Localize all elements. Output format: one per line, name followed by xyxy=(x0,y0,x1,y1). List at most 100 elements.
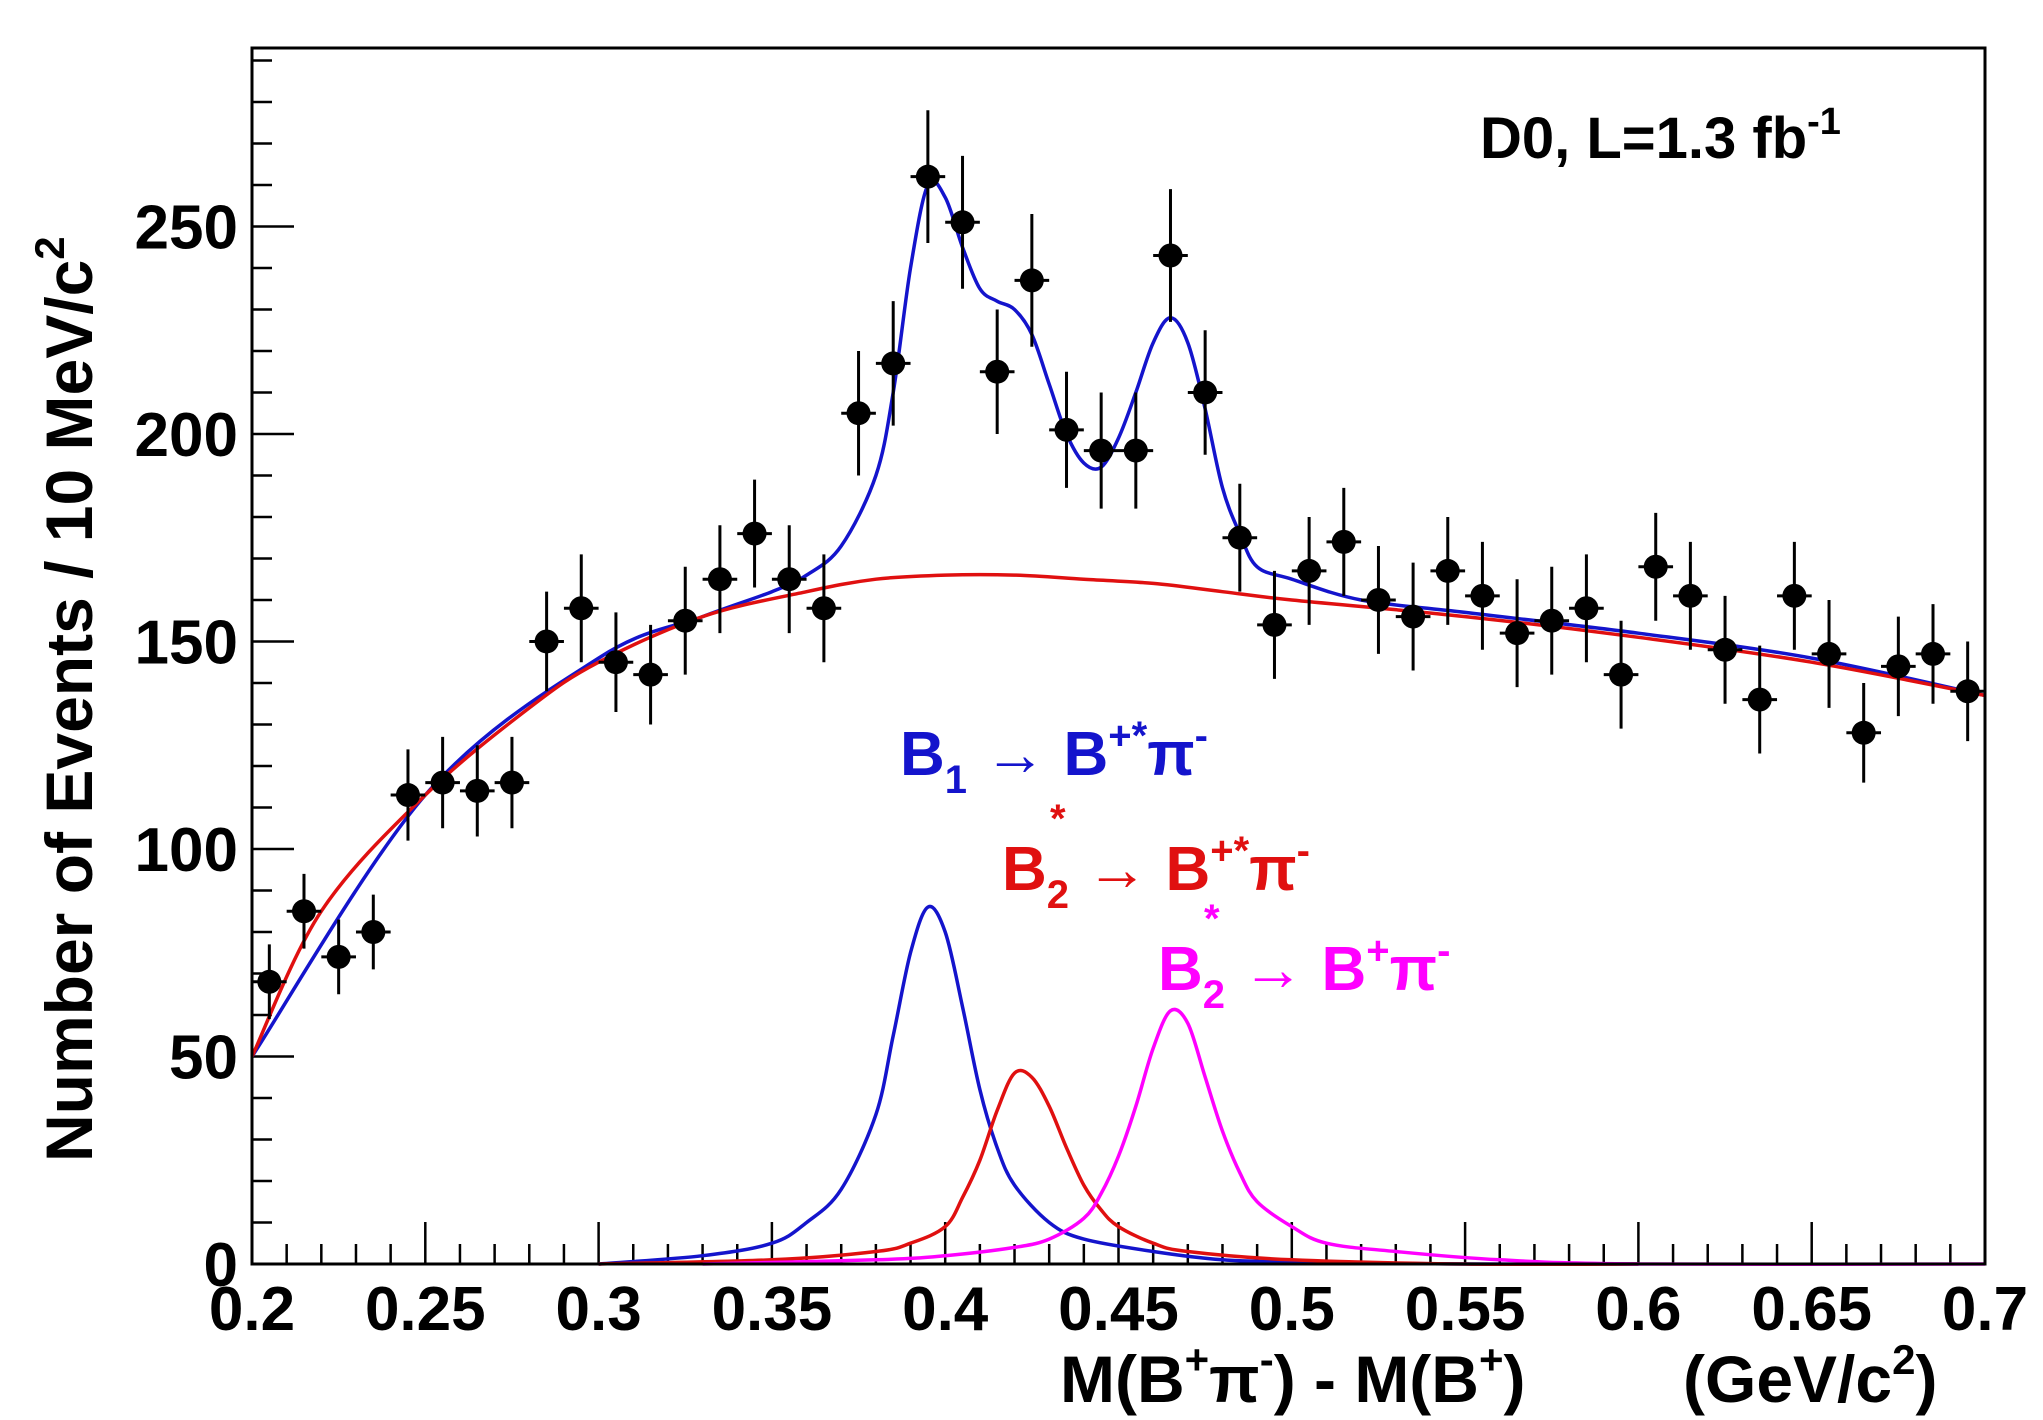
data-point xyxy=(459,745,495,837)
label-b2star-b: B2 → B+π- xyxy=(1158,929,1450,1017)
data-marker xyxy=(430,770,455,795)
data-point xyxy=(1534,566,1570,675)
y-tick-label: 0 xyxy=(204,1231,238,1300)
data-marker xyxy=(1782,583,1807,608)
data-point xyxy=(1257,570,1292,679)
y-tick-label: 150 xyxy=(135,608,238,677)
data-marker xyxy=(465,778,490,803)
x-axis-unit: (GeV/c2) xyxy=(1683,1336,1937,1416)
label-b2b-main: B xyxy=(1158,935,1203,1004)
xlabel-part2: π xyxy=(1209,1342,1260,1416)
data-point xyxy=(1707,595,1743,704)
label-b1-sub: 1 xyxy=(945,758,967,802)
label-b2a-tail: π xyxy=(1249,835,1296,904)
label-b2a-sup: +* xyxy=(1210,829,1249,873)
label-b2a-main: B xyxy=(1002,835,1047,904)
label-b2b-sup: + xyxy=(1366,929,1389,973)
data-marker xyxy=(1609,662,1634,687)
data-point xyxy=(667,566,703,675)
data-marker xyxy=(1019,268,1044,293)
data-marker xyxy=(1470,583,1495,608)
data-point xyxy=(494,736,530,829)
xlabel-part4: ) xyxy=(1503,1342,1525,1416)
annotation-superscript: -1 xyxy=(1807,101,1841,143)
data-marker xyxy=(1297,558,1322,583)
label-b2star-bstar: B2 → B+*π- xyxy=(1002,829,1310,917)
y-tick-label: 50 xyxy=(169,1023,238,1092)
data-marker xyxy=(1331,529,1356,554)
x-tick-label: 0.25 xyxy=(365,1275,486,1344)
x-tick-label: 0.55 xyxy=(1405,1275,1526,1344)
data-point xyxy=(1638,512,1674,621)
x-tick-label: 0.35 xyxy=(712,1275,833,1344)
data-marker xyxy=(1054,417,1079,442)
label-b2a-tailsup: - xyxy=(1297,829,1310,873)
data-point xyxy=(1083,392,1119,509)
data-point xyxy=(1846,682,1882,783)
data-point xyxy=(1777,541,1812,650)
data-marker xyxy=(846,401,871,426)
data-points xyxy=(252,110,1985,1020)
axes: 0.2 0.25 0.3 0.35 0.4 0.45 0.5 0.55 0.6 0.65 0.7 0 5… xyxy=(135,59,2028,1344)
data-marker xyxy=(881,351,906,376)
data-marker xyxy=(361,919,386,944)
data-marker xyxy=(950,210,975,235)
data-marker xyxy=(673,608,698,633)
data-point xyxy=(1915,604,1951,704)
data-marker xyxy=(742,521,767,546)
x-axis-label: M(B+π-) - M(B+) xyxy=(1060,1336,1525,1416)
xlabel-sup3: + xyxy=(1479,1336,1504,1383)
data-marker xyxy=(1262,612,1287,637)
data-point xyxy=(910,110,946,244)
data-marker xyxy=(915,164,940,189)
data-marker xyxy=(1574,596,1599,621)
data-marker xyxy=(1817,641,1842,666)
data-marker xyxy=(257,969,282,994)
data-marker xyxy=(1401,604,1426,629)
y-tick-label: 100 xyxy=(135,816,238,885)
data-marker xyxy=(985,359,1010,384)
data-point xyxy=(1499,579,1535,688)
label-b1-tailsup: - xyxy=(1195,714,1208,758)
x-tick-label: 0.2 xyxy=(209,1275,295,1344)
data-point xyxy=(1187,330,1223,455)
label-b1-tail: π xyxy=(1147,720,1194,789)
data-point xyxy=(321,919,356,995)
label-b2b-sub: 2 xyxy=(1203,973,1225,1017)
data-marker xyxy=(1643,554,1668,579)
data-point xyxy=(771,525,807,634)
data-point xyxy=(1673,541,1708,650)
data-point xyxy=(1465,541,1500,650)
series-B2star_Bstar_peak xyxy=(598,1068,1639,1267)
label-b2b-tail: π xyxy=(1390,935,1437,1004)
y-tick-label: 250 xyxy=(135,193,238,262)
data-point xyxy=(425,736,460,829)
label-b1-main: B xyxy=(900,720,945,789)
y-axis-label: Number of Events / 10 MeV/c2 xyxy=(26,236,106,1162)
ylabel-sup: 2 xyxy=(26,236,73,259)
luminosity-annotation: D0, L=1.3 fb-1 xyxy=(1480,101,1841,171)
data-point xyxy=(737,479,772,588)
data-point xyxy=(1153,189,1188,322)
data-point xyxy=(1430,516,1466,625)
xlabel-part3: ) - M(B xyxy=(1274,1342,1479,1416)
x-tick-label: 0.7 xyxy=(1942,1275,2028,1344)
label-b1: B1 → B+*π- xyxy=(900,714,1208,802)
data-point xyxy=(1950,641,1985,742)
data-marker xyxy=(1539,608,1564,633)
x-tick-label: 0.6 xyxy=(1595,1275,1681,1344)
data-marker xyxy=(638,662,663,687)
data-point xyxy=(806,554,842,663)
data-point xyxy=(529,591,564,692)
xunit-part1: (GeV/c xyxy=(1683,1342,1892,1416)
data-point xyxy=(1569,554,1604,663)
data-point xyxy=(1014,214,1050,347)
data-point xyxy=(563,554,599,663)
data-point xyxy=(1326,487,1362,596)
data-point xyxy=(1361,546,1396,654)
xlabel-sup1: + xyxy=(1185,1336,1210,1383)
data-marker xyxy=(395,783,420,808)
data-point xyxy=(1742,645,1778,754)
